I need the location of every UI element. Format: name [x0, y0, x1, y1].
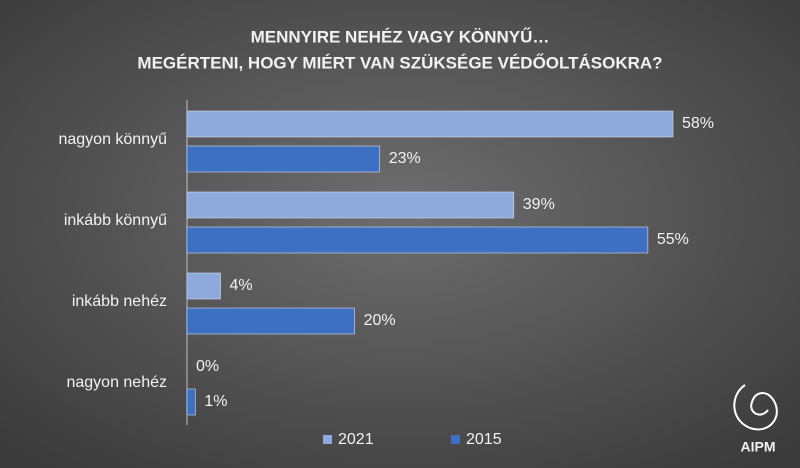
legend-swatch [451, 435, 460, 444]
value-label: 0% [196, 358, 219, 375]
bar [186, 145, 381, 173]
value-label: 39% [523, 196, 555, 213]
legend-swatch [323, 435, 332, 444]
legend-label: 2021 [338, 431, 374, 448]
logo-mark [733, 384, 778, 431]
bar [186, 307, 355, 335]
bar [186, 388, 196, 416]
bar [186, 226, 649, 254]
logo: AIPM [733, 384, 778, 455]
value-label: 20% [364, 312, 396, 329]
y-tick-label: inkább könnyű [64, 212, 167, 229]
y-tick-label: inkább nehéz [72, 293, 167, 310]
y-tick-label: nagyon könnyű [58, 131, 167, 148]
value-label: 4% [230, 277, 253, 294]
value-label: 55% [657, 231, 689, 248]
bar [186, 191, 515, 219]
bar [186, 110, 674, 138]
legend-label: 2015 [466, 431, 502, 448]
value-label: 23% [389, 150, 421, 167]
chart-title: MEGÉRTENI, HOGY MIÉRT VAN SZÜKSÉGE VÉDŐO… [137, 53, 662, 72]
logo-text: AIPM [741, 439, 776, 455]
y-tick-label: nagyon nehéz [66, 374, 167, 391]
value-label: 1% [204, 393, 227, 410]
bar [186, 272, 221, 300]
value-label: 58% [682, 115, 714, 132]
chart-title: MENNYIRE NEHÉZ VAGY KÖNNYŰ… [251, 27, 550, 46]
